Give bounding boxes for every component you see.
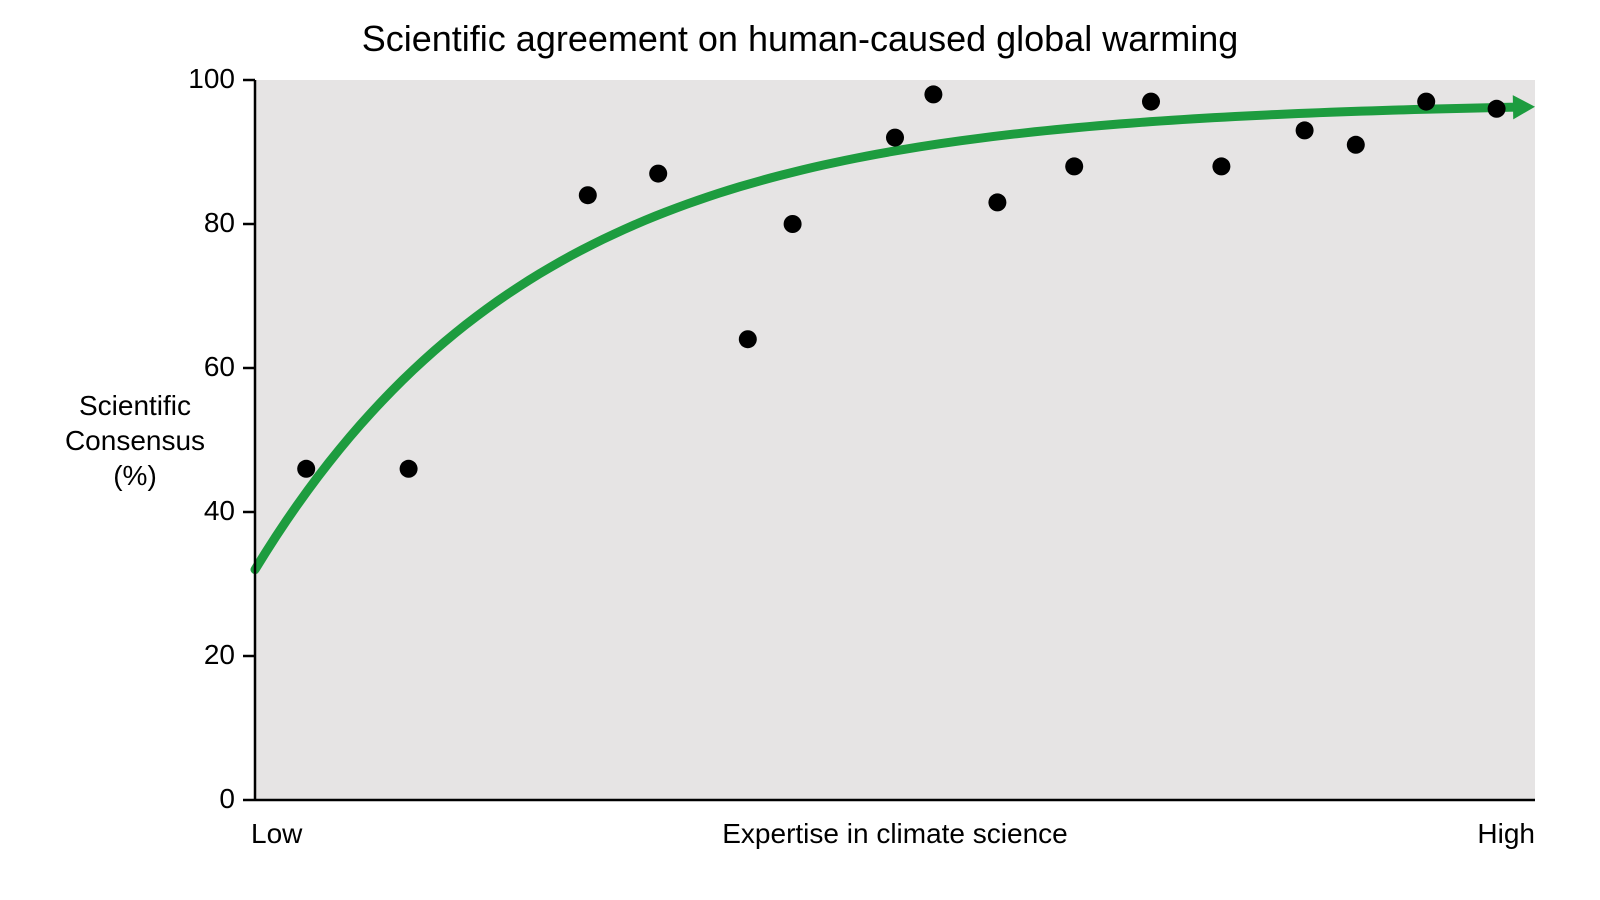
data-point [988,193,1006,211]
data-point [1296,121,1314,139]
data-point [924,85,942,103]
data-point [1488,100,1506,118]
y-tick-label: 0 [165,783,235,815]
data-point [886,129,904,147]
y-axis-label: Scientific Consensus (%) [50,388,220,493]
data-point [1212,157,1230,175]
x-tick-high: High [1477,818,1535,850]
chart-svg [255,80,1535,800]
chart-title: Scientific agreement on human-caused glo… [0,18,1600,60]
data-point [579,186,597,204]
y-tick-label: 60 [165,351,235,383]
y-tick-label: 20 [165,639,235,671]
y-tick-label: 80 [165,207,235,239]
data-point [739,330,757,348]
y-tick-label: 40 [165,495,235,527]
data-point [1347,136,1365,154]
chart-container: Scientific agreement on human-caused glo… [0,0,1600,900]
plot-background [255,80,1535,800]
data-point [297,460,315,478]
data-point [1417,93,1435,111]
data-point [649,165,667,183]
x-tick-low: Low [251,818,302,850]
data-point [1065,157,1083,175]
data-point [784,215,802,233]
x-axis-label: Expertise in climate science [255,818,1535,850]
data-point [1142,93,1160,111]
y-tick-label: 100 [165,63,235,95]
data-point [400,460,418,478]
